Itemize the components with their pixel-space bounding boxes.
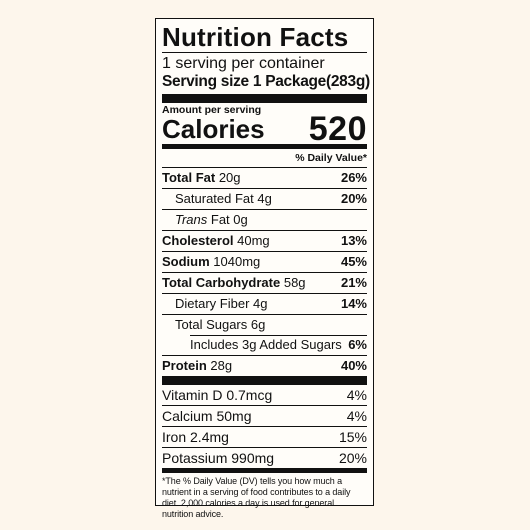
vitamin-pct: 4%	[346, 408, 367, 424]
thick-divider	[162, 94, 367, 103]
medium-divider	[162, 468, 367, 473]
amount-per-serving: Amount per serving	[162, 104, 262, 116]
added-sugars-label: Includes 3g Added Sugars	[190, 337, 342, 352]
cholesterol-pct: 13%	[340, 233, 367, 248]
total-sugars-label: Total Sugars 6g	[175, 317, 266, 332]
vitamin-pct: 15%	[338, 429, 367, 445]
total-fat-label: Total Fat	[162, 170, 216, 185]
total-carbohydrate-row: Total Carbohydrate 58g 21%	[162, 272, 367, 293]
sodium-pct: 45%	[340, 254, 367, 269]
saturated-fat-row: Saturated Fat 4g 20%	[162, 188, 367, 209]
total-fat-row: Total Fat 20g 26%	[162, 167, 367, 188]
dietary-fiber-label: Dietary Fiber 4g	[175, 296, 268, 311]
calories-value: 520	[308, 110, 367, 148]
vitamin-row: Potassium 990mg 20%	[162, 447, 367, 468]
total-carbohydrate-amount: 58g	[283, 275, 306, 290]
protein-amount: 28g	[210, 358, 233, 373]
vitamins-list: Vitamin D 0.7mcg 4% Calcium 50mg 4% Iron…	[162, 385, 367, 468]
vitamin-pct: 20%	[338, 450, 367, 466]
vitamin-label: Vitamin D 0.7mcg	[162, 387, 273, 403]
total-carbohydrate-pct: 21%	[340, 275, 367, 290]
vitamin-label: Calcium 50mg	[162, 408, 252, 424]
nutrition-facts-label: Nutrition Facts 1 serving per container …	[155, 18, 374, 519]
total-fat-pct: 26%	[340, 170, 367, 185]
vitamin-row: Calcium 50mg 4%	[162, 405, 367, 426]
vitamin-label: Iron 2.4mg	[162, 429, 229, 445]
serving-size: Serving size 1 Package(283g)	[162, 73, 370, 90]
daily-value-header: % Daily Value*	[295, 152, 367, 164]
daily-value-footnote: *The % Daily Value (DV) tells you how mu…	[162, 476, 351, 519]
total-fat-amount: 20g	[218, 170, 241, 185]
vitamin-row: Vitamin D 0.7mcg 4%	[162, 385, 367, 405]
sodium-label: Sodium	[162, 254, 210, 269]
medium-divider	[162, 144, 367, 149]
dietary-fiber-pct: 14%	[340, 296, 367, 311]
vitamin-row: Iron 2.4mg 15%	[162, 426, 367, 447]
protein-row: Protein 28g 40%	[162, 355, 367, 376]
label-title: Nutrition Facts	[162, 22, 349, 52]
added-sugars-pct: 6%	[348, 337, 367, 352]
thick-divider	[162, 376, 367, 385]
vitamin-pct: 4%	[346, 387, 367, 403]
trans-fat-label: Fat 0g	[210, 212, 248, 227]
trans-fat-row: Trans Fat 0g	[162, 209, 367, 230]
sodium-amount: 1040mg	[213, 254, 261, 269]
saturated-fat-label: Saturated Fat 4g	[175, 191, 272, 206]
vitamin-label: Potassium 990mg	[162, 450, 275, 466]
cholesterol-amount: 40mg	[237, 233, 270, 248]
protein-label: Protein	[162, 358, 207, 373]
sodium-row: Sodium 1040mg 45%	[162, 251, 367, 272]
trans-fat-italic: Trans	[175, 212, 208, 227]
total-carbohydrate-label: Total Carbohydrate	[162, 275, 281, 290]
cholesterol-label: Cholesterol	[162, 233, 234, 248]
total-sugars-row: Total Sugars 6g	[162, 314, 367, 335]
calories-row: Calories 520	[162, 110, 367, 148]
cholesterol-row: Cholesterol 40mg 13%	[162, 230, 367, 251]
protein-pct: 40%	[340, 358, 367, 373]
added-sugars-row: Includes 3g Added Sugars 6%	[162, 335, 367, 355]
saturated-fat-pct: 20%	[340, 191, 367, 206]
calories-label: Calories	[162, 114, 265, 144]
dietary-fiber-row: Dietary Fiber 4g 14%	[162, 293, 367, 314]
servings-per-container: 1 serving per container	[162, 55, 325, 72]
